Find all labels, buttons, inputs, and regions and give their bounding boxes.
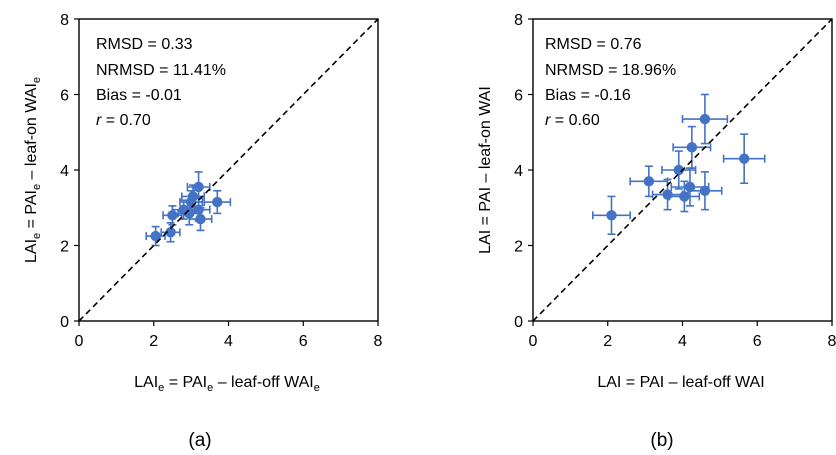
data-point <box>145 225 166 247</box>
stat-bias: Bias = -0.16 <box>545 87 631 104</box>
point-marker <box>165 227 176 238</box>
y-tick-label: 8 <box>514 12 523 29</box>
point-marker <box>679 191 690 202</box>
y-axis-label: LAI = PAI – leaf-on WAI <box>477 86 494 254</box>
y-tick-label: 4 <box>514 163 523 180</box>
identity-line <box>78 18 379 322</box>
data-point <box>203 189 232 215</box>
stat-rmsd: RMSD = 0.76 <box>545 36 642 53</box>
y-tick-labels: 0 2 4 6 8 <box>514 12 533 331</box>
y-tick-label: 2 <box>514 239 523 256</box>
y-tick-label: 8 <box>60 12 69 29</box>
data-point <box>591 195 631 235</box>
x-tick-label: 0 <box>75 333 84 350</box>
point-marker <box>187 191 199 202</box>
stat-bias: Bias = -0.01 <box>96 87 182 104</box>
point-marker <box>643 176 655 187</box>
point-marker <box>212 196 223 208</box>
point-marker <box>195 213 206 225</box>
x-axis-label: LAIe = PAIe – leaf-off WAIe <box>134 374 320 394</box>
data-point <box>668 180 701 213</box>
panel-label-b: (b) <box>650 430 673 451</box>
stat-nrmsd: NRMSD = 18.96% <box>545 62 676 79</box>
panel-a: 0 2 4 6 8 0 2 4 6 8 RMSD = 0.33 NRMSD = 11.41% B… <box>23 12 383 451</box>
y-tick-labels: 0 2 4 6 8 <box>60 12 79 331</box>
x-tick-label: 8 <box>374 333 383 350</box>
x-tick-label: 4 <box>678 333 687 350</box>
panel-b: 0 2 4 6 8 0 2 4 6 8 RMSD = 0.76 NRMSD = 18.96% B… <box>477 12 836 451</box>
x-tick-label: 2 <box>149 333 158 350</box>
x-tick-label: 8 <box>828 333 836 350</box>
y-tick-label: 6 <box>514 88 523 105</box>
stat-rmsd: RMSD = 0.33 <box>96 36 193 53</box>
x-tick-label: 2 <box>603 333 612 350</box>
point-marker <box>150 230 161 242</box>
data-point <box>186 171 211 203</box>
point-marker <box>673 164 684 176</box>
point-marker <box>738 153 750 164</box>
point-marker <box>193 204 204 215</box>
stat-r: r = 0.60 <box>545 112 600 129</box>
data-point <box>160 222 181 243</box>
x-tick-label: 6 <box>753 333 762 350</box>
data-point <box>188 206 213 232</box>
scatter-points <box>591 93 766 235</box>
y-tick-label: 2 <box>60 239 69 256</box>
data-point <box>629 165 669 198</box>
x-tick-label: 0 <box>529 333 538 350</box>
data-point <box>681 93 729 145</box>
identity-line <box>532 18 833 322</box>
x-axis-label: LAI = PAI – leaf-off WAI <box>597 374 764 391</box>
scatter-points <box>145 171 232 247</box>
y-tick-label: 6 <box>60 88 69 105</box>
x-tick-labels: 0 2 4 6 8 <box>529 321 836 350</box>
stat-r: r = 0.70 <box>96 112 151 129</box>
point-marker <box>193 181 204 193</box>
point-marker <box>606 210 617 221</box>
x-tick-label: 4 <box>224 333 233 350</box>
point-marker <box>167 210 178 221</box>
data-point <box>722 133 766 185</box>
x-tick-labels: 0 2 4 6 8 <box>75 321 383 350</box>
panel-label-a: (a) <box>188 430 211 451</box>
point-marker <box>699 113 711 125</box>
point-marker <box>699 185 711 196</box>
x-tick-label: 6 <box>299 333 308 350</box>
data-point <box>687 171 723 211</box>
stat-nrmsd: NRMSD = 11.41% <box>96 62 226 79</box>
y-tick-label: 0 <box>60 314 69 331</box>
y-axis-label: LAIe = PAIe – leaf-on WAIe <box>23 77 43 263</box>
point-marker <box>686 142 698 153</box>
y-tick-label: 0 <box>514 314 523 331</box>
y-tick-label: 4 <box>60 163 69 180</box>
data-point <box>661 150 697 190</box>
